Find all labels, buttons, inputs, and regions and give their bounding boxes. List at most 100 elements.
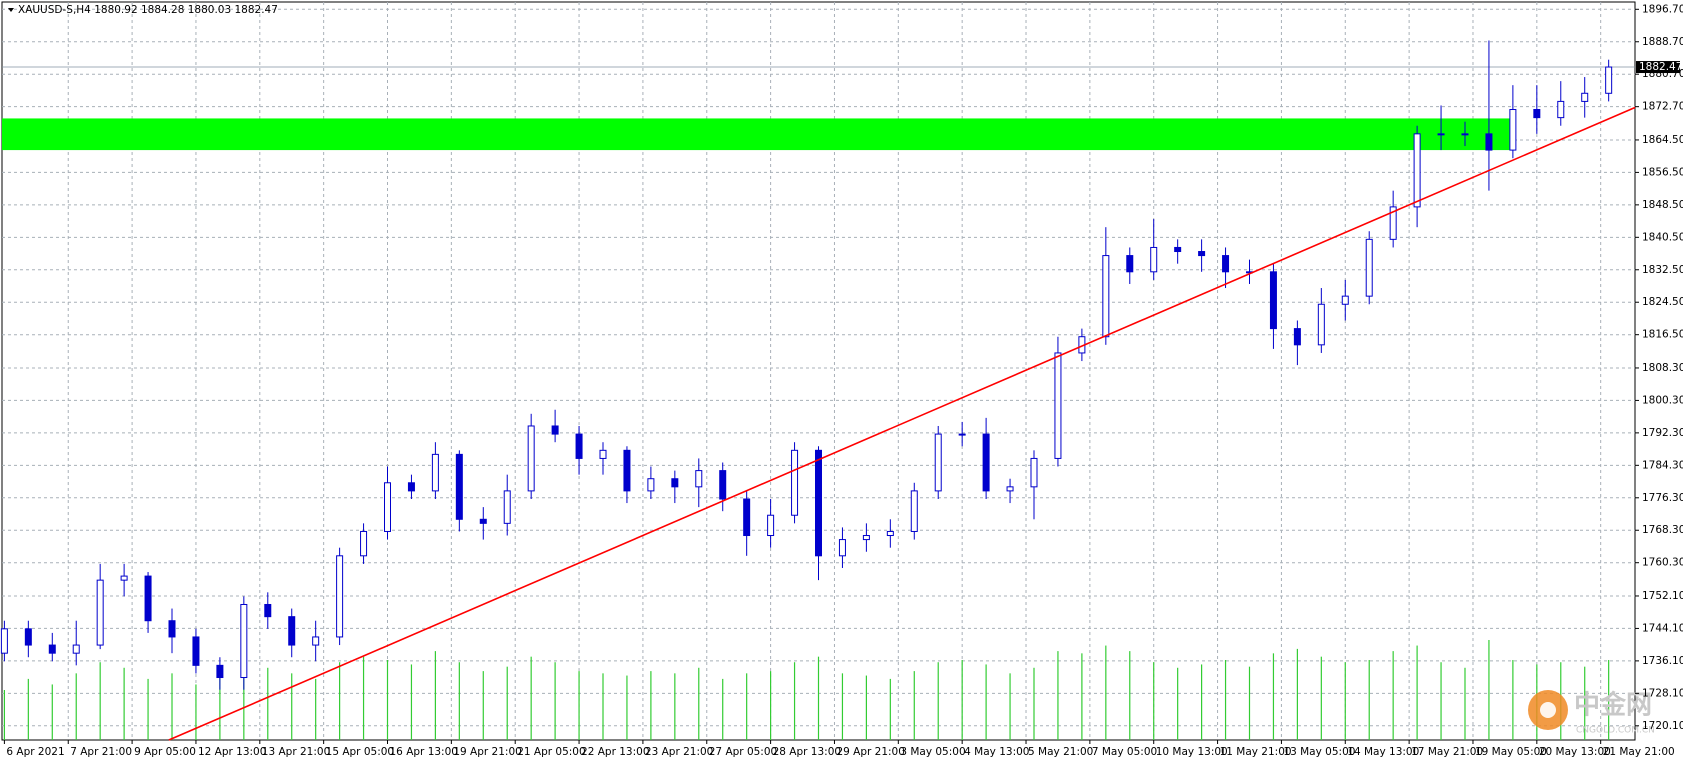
y-tick-label: 1768.30 [1642,524,1683,536]
chart-title: XAUUSD-S,H4 1880.92 1884.28 1880.03 1882… [18,4,278,16]
candle-body [910,490,918,532]
price-zone [2,118,1510,151]
candle-body [312,636,320,646]
candle-body [527,425,535,492]
candle-body [1485,133,1493,151]
candle-body [168,620,176,638]
y-tick-label: 1840.50 [1642,231,1683,243]
candle-body [48,644,56,654]
x-tick-label: 13 May 05:00 [1283,746,1355,758]
candle-body [360,530,368,557]
candle-body [1341,295,1349,305]
candle-body [1030,457,1038,488]
x-tick-label: 21 Apr 05:00 [517,746,585,758]
x-tick-label: 19 May 05:00 [1475,746,1547,758]
candle-body [551,425,559,435]
y-tick-label: 1792.30 [1642,427,1683,439]
candle-body [336,555,344,638]
candle-body [1102,255,1110,338]
candle-body [144,575,152,622]
candle-body [240,603,248,679]
candle-body [982,433,990,492]
candle-body [192,636,200,666]
x-tick-label: 20 May 13:00 [1539,746,1611,758]
title-arrow [8,8,14,12]
x-tick-label: 21 May 21:00 [1603,746,1675,758]
x-tick-label: 7 Apr 21:00 [70,746,132,758]
y-tick-label: 1808.30 [1642,362,1683,374]
candle-body [1533,109,1541,119]
candle-body [264,603,272,618]
x-tick-label: 27 Apr 05:00 [709,746,777,758]
candle-body [1557,100,1565,119]
candle-body [1174,246,1182,253]
candle-body [1222,255,1230,273]
x-tick-label: 17 May 21:00 [1411,746,1483,758]
y-tick-label: 1816.50 [1642,329,1683,341]
y-tick-label: 1728.10 [1642,687,1683,699]
x-tick-label: 23 Apr 21:00 [645,746,713,758]
candle-body [623,449,631,492]
candle-body [407,482,415,492]
x-tick-label: 14 May 13:00 [1347,746,1419,758]
x-tick-label: 4 May 13:00 [964,746,1029,758]
x-tick-label: 13 Apr 21:00 [262,746,330,758]
candle-body [791,449,799,516]
y-tick-label: 1744.10 [1642,622,1683,634]
candle-body [24,628,32,646]
candle-body [120,575,128,581]
last-price-label: 1882.47 [1639,61,1682,73]
candle-body [575,433,583,459]
candle-body [1389,206,1397,240]
candle-body [455,453,463,520]
y-tick-label: 1776.30 [1642,492,1683,504]
candle-body [503,490,511,524]
candle-body [1150,246,1158,273]
last-price-tag [1636,61,1680,74]
candle-body [1413,133,1421,208]
x-tick-label: 6 Apr 2021 [6,746,64,758]
candle-body [72,644,80,654]
x-tick-label: 16 Apr 13:00 [390,746,458,758]
candle-body [599,449,607,459]
candle-body [767,514,775,537]
trend-line [168,106,1636,741]
x-tick-label: 19 Apr 21:00 [453,746,521,758]
watermark: 中金网 CNGOLD.COM.CN [1528,690,1655,736]
candle-body [886,530,894,537]
x-tick-label: 7 May 05:00 [1092,746,1157,758]
y-tick-label: 1856.50 [1642,166,1683,178]
candle-body [384,482,392,532]
watermark-site: CNGOLD.COM.CN [1576,726,1655,736]
x-tick-label: 28 Apr 13:00 [773,746,841,758]
candle-body [958,433,966,436]
candle-body [96,579,104,646]
candle-body [216,664,224,679]
y-tick-label: 1832.50 [1642,264,1683,276]
candle-body [1198,251,1206,257]
candle-body [479,518,487,524]
y-tick-label: 1720.10 [1642,720,1683,732]
candle-body [288,616,296,646]
y-tick-label: 1736.10 [1642,655,1683,667]
candle-body [1006,486,1014,492]
candle-body [1509,109,1517,151]
candle-body [431,453,439,492]
candle-body [1317,303,1325,346]
x-tick-label: 15 Apr 05:00 [326,746,394,758]
candle-body [647,478,655,492]
watermark-logo-core [1540,702,1556,718]
y-tick-label: 1800.30 [1642,394,1683,406]
y-tick-label: 1784.30 [1642,459,1683,471]
x-tick-label: 12 Apr 13:00 [198,746,266,758]
y-tick-label: 1872.70 [1642,101,1683,113]
y-tick-label: 1848.50 [1642,199,1683,211]
candle-body [838,539,846,557]
x-tick-label: 5 May 21:00 [1028,746,1093,758]
candle-body [719,470,727,500]
x-tick-label: 11 May 21:00 [1220,746,1292,758]
x-tick-label: 10 May 13:00 [1156,746,1228,758]
candle-body [1126,255,1134,273]
